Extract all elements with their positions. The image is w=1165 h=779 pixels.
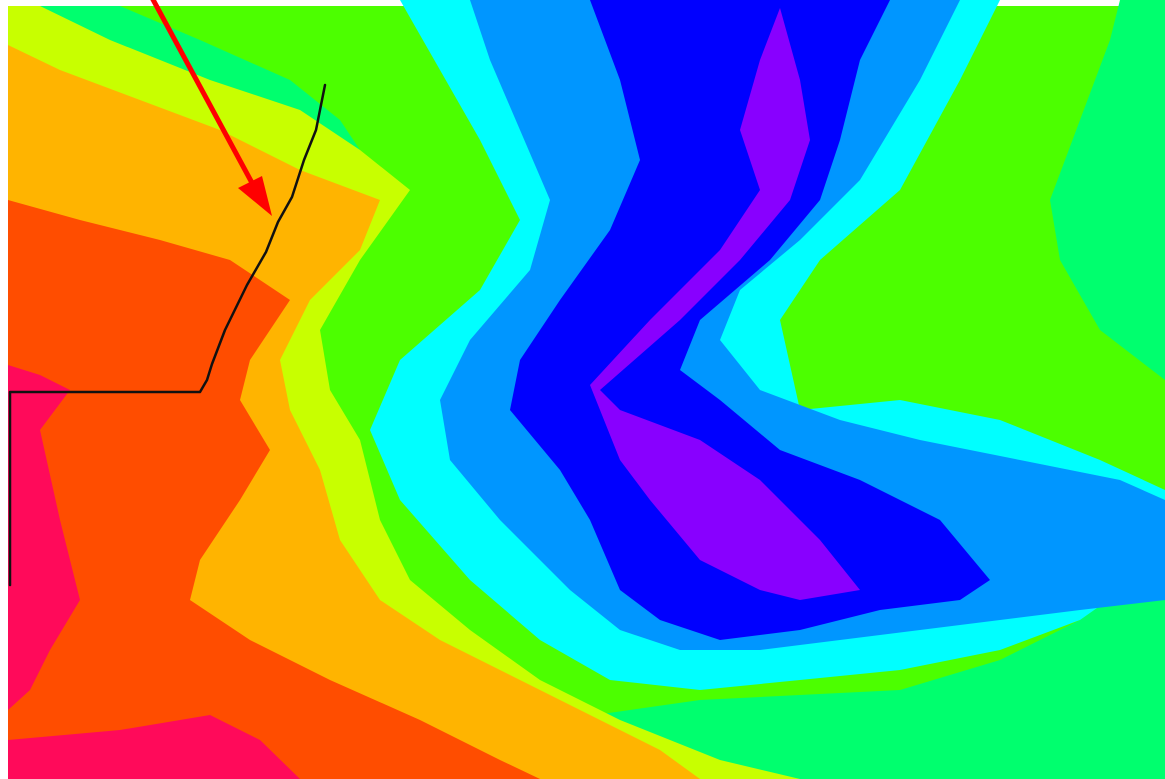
band-blue <box>510 0 990 640</box>
band-red-orange <box>8 200 540 779</box>
band-crimson-bottom <box>8 715 300 779</box>
annotation-arrow-shaft <box>150 0 261 196</box>
band-crimson <box>8 365 80 710</box>
trace-line <box>8 83 327 587</box>
contour-bands <box>8 0 1165 779</box>
band-spring-green <box>430 0 1165 779</box>
annotation-arrow-head <box>238 176 272 216</box>
band-violet <box>590 8 860 600</box>
annotation-arrow <box>150 0 272 216</box>
